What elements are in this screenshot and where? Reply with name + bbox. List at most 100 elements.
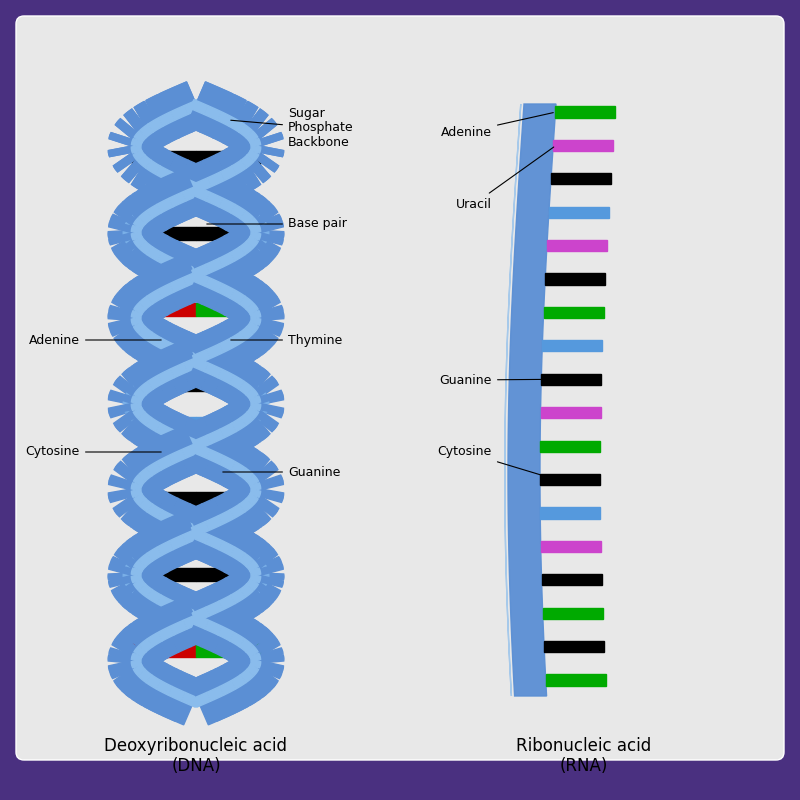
- Polygon shape: [206, 344, 223, 358]
- Polygon shape: [108, 229, 157, 238]
- Polygon shape: [154, 286, 169, 301]
- Polygon shape: [252, 215, 265, 227]
- Polygon shape: [229, 193, 266, 238]
- Polygon shape: [180, 250, 213, 301]
- Polygon shape: [231, 538, 269, 582]
- Polygon shape: [233, 225, 273, 266]
- Polygon shape: [220, 681, 236, 695]
- Polygon shape: [230, 109, 268, 153]
- Polygon shape: [197, 274, 214, 289]
- Polygon shape: [190, 160, 223, 210]
- Polygon shape: [124, 109, 162, 153]
- Polygon shape: [143, 354, 177, 402]
- Polygon shape: [189, 332, 222, 382]
- Polygon shape: [139, 211, 153, 224]
- Polygon shape: [234, 544, 274, 583]
- Polygon shape: [162, 172, 195, 222]
- Polygon shape: [194, 184, 212, 198]
- Polygon shape: [170, 535, 186, 550]
- Polygon shape: [235, 572, 284, 580]
- Polygon shape: [232, 482, 270, 525]
- Polygon shape: [110, 557, 157, 583]
- Polygon shape: [131, 568, 142, 577]
- Polygon shape: [224, 188, 259, 235]
- Polygon shape: [234, 119, 277, 155]
- Polygon shape: [227, 228, 263, 274]
- Polygon shape: [169, 262, 186, 277]
- Polygon shape: [229, 461, 243, 475]
- Polygon shape: [140, 124, 154, 138]
- Polygon shape: [227, 277, 262, 322]
- Polygon shape: [108, 485, 157, 499]
- Polygon shape: [110, 214, 157, 240]
- Polygon shape: [230, 656, 266, 701]
- Polygon shape: [131, 660, 142, 668]
- Polygon shape: [179, 250, 212, 301]
- Polygon shape: [215, 406, 249, 454]
- Polygon shape: [132, 644, 196, 657]
- Polygon shape: [170, 590, 203, 639]
- Polygon shape: [200, 88, 233, 138]
- Polygon shape: [231, 311, 270, 354]
- Polygon shape: [122, 397, 160, 440]
- Polygon shape: [194, 587, 227, 637]
- Polygon shape: [158, 454, 196, 467]
- Polygon shape: [184, 99, 202, 114]
- Polygon shape: [114, 291, 158, 326]
- Polygon shape: [232, 368, 270, 411]
- Polygon shape: [193, 692, 210, 707]
- Polygon shape: [114, 395, 157, 430]
- Polygon shape: [194, 178, 211, 193]
- Polygon shape: [145, 250, 161, 265]
- Polygon shape: [219, 595, 235, 610]
- Polygon shape: [224, 274, 258, 321]
- Polygon shape: [153, 606, 186, 654]
- Polygon shape: [256, 234, 267, 245]
- Polygon shape: [124, 222, 135, 232]
- Polygon shape: [174, 346, 191, 361]
- Polygon shape: [133, 573, 168, 620]
- Polygon shape: [214, 340, 231, 355]
- Polygon shape: [177, 509, 210, 559]
- Polygon shape: [123, 196, 161, 239]
- Polygon shape: [122, 482, 160, 525]
- Polygon shape: [248, 306, 259, 317]
- Polygon shape: [235, 378, 278, 413]
- Polygon shape: [118, 544, 158, 583]
- Polygon shape: [224, 230, 259, 277]
- Polygon shape: [130, 619, 165, 665]
- Polygon shape: [122, 311, 161, 354]
- Polygon shape: [132, 360, 167, 407]
- Polygon shape: [123, 569, 161, 612]
- Polygon shape: [218, 284, 234, 298]
- Polygon shape: [118, 202, 158, 241]
- Polygon shape: [188, 504, 221, 554]
- Polygon shape: [187, 418, 220, 469]
- Polygon shape: [235, 138, 278, 172]
- Polygon shape: [235, 483, 283, 502]
- Polygon shape: [158, 260, 190, 310]
- Polygon shape: [240, 412, 254, 425]
- Polygon shape: [160, 364, 177, 379]
- Polygon shape: [194, 526, 212, 542]
- Polygon shape: [138, 669, 152, 682]
- Polygon shape: [214, 235, 247, 284]
- Polygon shape: [109, 313, 157, 330]
- Polygon shape: [109, 398, 157, 418]
- Polygon shape: [240, 468, 254, 482]
- Polygon shape: [131, 574, 142, 582]
- Polygon shape: [212, 438, 246, 486]
- Polygon shape: [237, 418, 252, 433]
- Polygon shape: [159, 431, 192, 481]
- Polygon shape: [235, 142, 283, 157]
- Polygon shape: [230, 332, 246, 346]
- Polygon shape: [203, 412, 236, 462]
- Polygon shape: [109, 483, 157, 502]
- Polygon shape: [154, 196, 170, 210]
- Polygon shape: [132, 662, 143, 671]
- Polygon shape: [170, 106, 188, 120]
- Polygon shape: [235, 653, 278, 687]
- Polygon shape: [190, 341, 222, 390]
- Polygon shape: [246, 413, 260, 426]
- Polygon shape: [226, 144, 261, 190]
